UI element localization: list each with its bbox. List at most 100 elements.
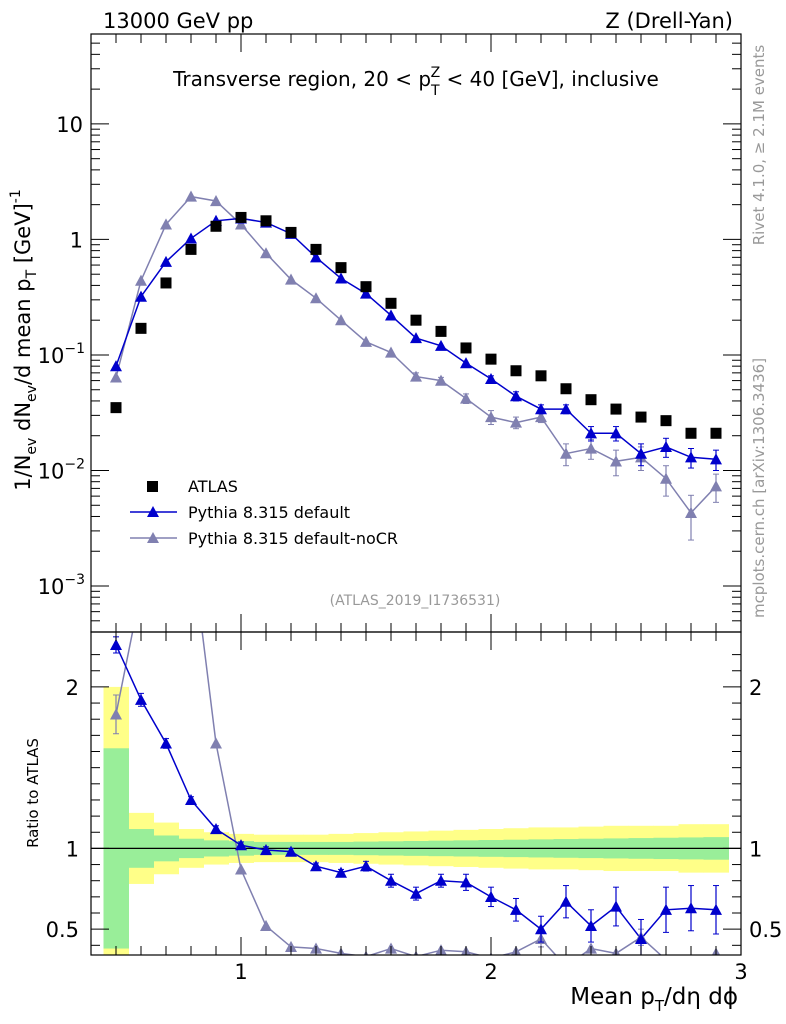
default-point: [360, 287, 372, 299]
ratio-plot: 0.5 0.5 1 1 2 2 1 2 3 Ratio to ATLAS Mean pT/dη …: [24, 487, 782, 1015]
legend-marker-nocr: [147, 532, 159, 543]
legend-label-default: Pythia 8.315 default: [188, 503, 350, 522]
atlas-data-point: [685, 427, 697, 439]
nocr-point: [160, 218, 172, 230]
main-plot: 10−3 10−2 10−1 1 10 Transverse region, 20 < …: [8, 33, 742, 633]
default-point: [560, 403, 572, 415]
atlas-data-point: [610, 403, 622, 415]
nocr-point: [560, 447, 572, 459]
legend-marker-atlas: [147, 481, 158, 492]
atlas-data-point: [710, 427, 722, 439]
ratio-default-point: [260, 844, 272, 856]
nocr-point: [260, 247, 272, 259]
nocr-point: [385, 346, 397, 358]
ratio-y-tick-label-right: 2: [749, 676, 762, 700]
ratio-default-point: [360, 860, 372, 872]
nocr-point: [660, 472, 672, 484]
default-point: [485, 372, 497, 385]
atlas-data-point: [335, 262, 347, 274]
legend: ATLAS Pythia 8.315 default Pythia 8.315 …: [130, 477, 398, 548]
nocr-point: [585, 442, 597, 454]
main-y-tick-label: 10−1: [38, 341, 85, 368]
default-point: [460, 357, 472, 369]
ratio-default-point: [710, 903, 722, 915]
main-y-tick-label: 1: [70, 228, 83, 252]
x-tick-label: 1: [234, 960, 247, 984]
nocr-point: [235, 218, 247, 230]
ratio-default-point: [335, 866, 347, 878]
ratio-default-point: [110, 638, 122, 651]
nocr-point: [685, 506, 697, 518]
default-point: [110, 360, 122, 372]
atlas-data-point: [160, 277, 172, 289]
main-y-tick-label: 10: [56, 113, 83, 137]
atlas-data-point: [585, 394, 597, 406]
mcplots-label: mcplots.cern.ch [arXiv:1306.3436]: [750, 358, 768, 618]
main-y-tick-label: 10−3: [38, 572, 85, 599]
default-point: [435, 339, 447, 351]
nocr-point: [310, 292, 322, 304]
default-point: [160, 255, 172, 267]
main-y-tick-label: 10−2: [38, 456, 85, 483]
ratio-nocr-point: [235, 863, 247, 875]
ratio-default-point: [185, 793, 197, 806]
nocr-series-line: [115, 195, 717, 514]
default-point: [585, 427, 597, 439]
ratio-default-point: [485, 890, 497, 902]
nocr-point: [410, 370, 422, 382]
default-point: [185, 232, 197, 244]
ratio-default-point: [460, 876, 472, 888]
default-point: [410, 332, 422, 344]
title-sub: T: [430, 83, 440, 99]
ratio-nocr-point: [110, 708, 122, 720]
atlas-data-point: [235, 211, 247, 223]
nocr-point: [135, 274, 147, 286]
ratio-default-point: [310, 860, 322, 872]
atlas-data-point: [135, 322, 147, 334]
ratio-nocr-series-line: [115, 632, 717, 955]
atlas-data-point: [285, 226, 297, 238]
ratio-ylabel: Ratio to ATLAS: [24, 738, 42, 848]
x-tick-label: 2: [484, 960, 497, 984]
ratio-default-point: [610, 900, 622, 912]
legend-label-atlas: ATLAS: [188, 477, 238, 496]
analysis-id: (ATLAS_2019_I1736531): [330, 593, 501, 609]
default-point: [660, 440, 672, 453]
atlas-data-point: [385, 297, 397, 309]
atlas-data-point: [410, 314, 422, 326]
default-point: [710, 453, 722, 465]
rivet-label: Rivet 4.1.0, ≥ 2.1M events: [750, 45, 768, 246]
default-point: [535, 403, 547, 415]
ratio-default-point: [210, 823, 222, 835]
atlas-data-point: [535, 370, 547, 382]
ratio-default-point: [235, 839, 247, 851]
atlas-data-point: [485, 353, 497, 365]
ratio-default-point: [585, 919, 597, 932]
atlas-data-point: [360, 281, 372, 293]
atlas-data-point: [310, 243, 322, 255]
ratio-default-point: [160, 737, 172, 749]
legend-label-nocr: Pythia 8.315 default-noCR: [188, 529, 398, 548]
default-point: [510, 390, 522, 402]
atlas-data-point: [460, 342, 472, 354]
ratio-nocr-point: [160, 487, 172, 498]
ratio-default-point: [535, 923, 547, 935]
ratio-default-point: [635, 932, 647, 944]
nocr-point: [485, 411, 497, 423]
nocr-point: [285, 273, 297, 285]
atlas-data-point: [510, 365, 522, 377]
ratio-y-tick-label: 0.5: [46, 918, 79, 942]
ratio-nocr-point: [260, 919, 272, 932]
default-point: [335, 272, 347, 284]
ratio-y-tick-label: 2: [66, 676, 79, 700]
nocr-point: [460, 392, 472, 404]
ratio-default-point: [410, 887, 422, 899]
x-axis-label: Mean pT/dη dϕ: [570, 984, 738, 1015]
title-sup: Z: [431, 65, 441, 81]
main-ylabel: 1/Nev dNev/d mean pT [GeV]-1: [8, 189, 40, 490]
legend-marker-default: [147, 506, 159, 517]
ratio-nocr-point: [135, 584, 147, 595]
default-point: [135, 290, 147, 302]
ratio-y-tick-label-right: 1: [749, 837, 762, 861]
